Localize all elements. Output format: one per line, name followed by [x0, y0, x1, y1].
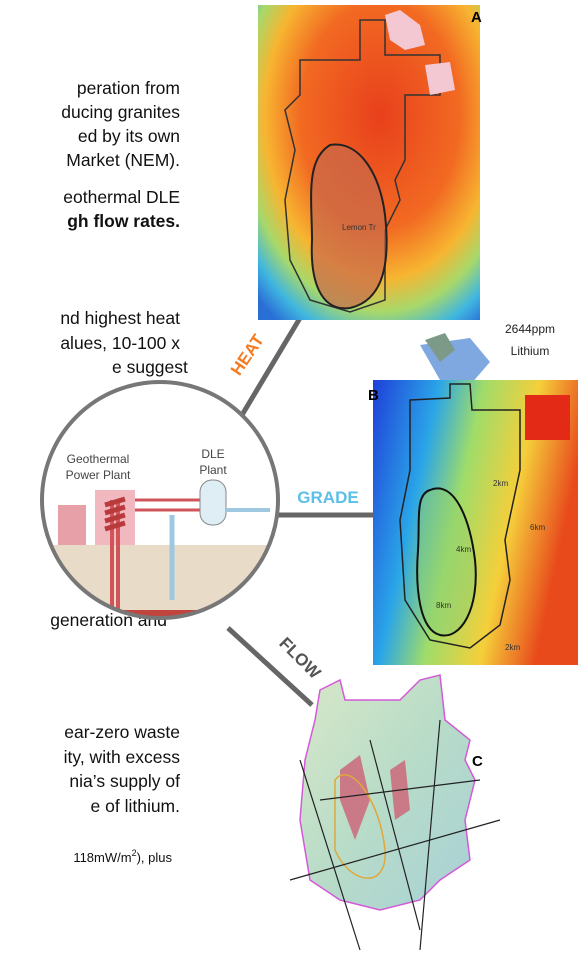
text-line: alues, 10-100 x — [60, 333, 180, 353]
text-line: e of lithium. — [91, 796, 180, 816]
text-line: ity, with excess — [64, 747, 181, 767]
text-line: Market (NEM). — [66, 150, 180, 170]
map-label: 8km — [436, 601, 451, 610]
text-line: eothermal DLE — [63, 187, 180, 207]
cooling — [58, 505, 86, 545]
inset-label: DLE — [201, 447, 224, 461]
inset: Geothermal Power Plant DLE Plant — [40, 382, 280, 630]
map-c: C — [290, 675, 500, 950]
text-line: nia’s supply of — [69, 771, 180, 791]
footnote: 118mW/m2), plus — [73, 848, 172, 865]
text-line: ducing granites — [61, 102, 180, 122]
footnote-text: ), plus — [137, 850, 173, 865]
link-label: GRADE — [297, 488, 358, 507]
page: peration from ducing granites ed by its … — [0, 0, 585, 959]
panel-label: A — [471, 9, 482, 26]
text-line: e suggest — [112, 357, 188, 377]
map-b: 2km 4km 6km 8km 2km B — [368, 380, 578, 665]
text-line: nd highest heat — [60, 308, 180, 328]
callout: Lithium — [511, 344, 550, 358]
footnote-text: 118mW/m — [73, 850, 131, 865]
text-line: ed by its own — [78, 126, 180, 146]
link-label: HEAT — [227, 330, 268, 378]
panel-label: C — [472, 753, 483, 770]
map-label: 2km — [493, 479, 508, 488]
text-line: peration from — [77, 78, 180, 98]
map-label: 6km — [530, 523, 545, 532]
high-grade — [525, 395, 570, 440]
text-line: ear-zero waste — [64, 722, 180, 742]
inset-label: Power Plant — [66, 468, 131, 482]
map-c-field — [300, 675, 475, 910]
lithium-zone — [425, 62, 455, 95]
map-a: Lemon Tr A — [258, 5, 482, 320]
inset-label: Plant — [199, 463, 227, 477]
callout: 2644ppm — [505, 322, 555, 336]
panel-label: B — [368, 387, 379, 404]
text-line: gh flow rates. — [67, 211, 180, 231]
dle-tank — [200, 480, 226, 525]
map-label: Lemon Tr — [342, 223, 376, 232]
inset-label: Geothermal — [67, 452, 130, 466]
map-label: 4km — [456, 545, 471, 554]
map-label: 2km — [505, 643, 520, 652]
